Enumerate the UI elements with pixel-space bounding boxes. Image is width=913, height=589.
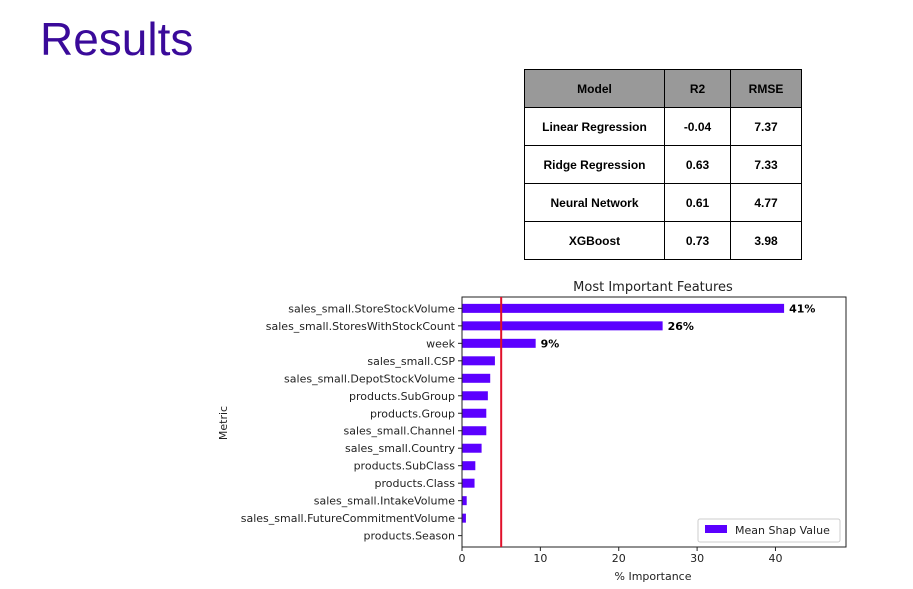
column-header-r2: R2: [664, 69, 731, 108]
y-tick-label: sales_small.StoreStockVolume: [288, 302, 455, 315]
bar: [462, 303, 785, 313]
bar: [462, 426, 487, 436]
table-row: Ridge Regression 0.63 7.33: [524, 145, 802, 184]
x-tick-label: 40: [768, 552, 782, 565]
legend: Mean Shap Value: [697, 518, 841, 543]
y-tick-label: week: [426, 337, 456, 350]
bar-data-label: 26%: [668, 320, 694, 333]
model-cell: XGBoost: [524, 221, 665, 260]
x-tick-label: 20: [612, 552, 626, 565]
bar-data-label: 41%: [789, 302, 815, 315]
model-cell: Linear Regression: [524, 107, 665, 146]
bar: [462, 356, 495, 366]
bars-group: 41% 26% 9%: [462, 302, 815, 541]
bar: [462, 496, 467, 506]
plot-frame: [461, 296, 847, 548]
column-header-model: Model: [524, 69, 665, 108]
bar: [462, 513, 466, 523]
y-tick-label: products.SubGroup: [349, 390, 455, 403]
y-tick-label: products.SubClass: [354, 460, 456, 473]
chart-title: Most Important Features: [573, 280, 733, 295]
table-row: Linear Regression -0.04 7.37: [524, 107, 802, 146]
y-axis-label: Metric: [217, 406, 230, 440]
y-tick-label: products.Group: [370, 407, 455, 420]
table-row: XGBoost 0.73 3.98: [524, 221, 802, 260]
r2-cell: 0.61: [664, 183, 731, 222]
legend-box: [697, 518, 841, 543]
bar: [462, 321, 663, 331]
x-ticks: 0 10 20 30 40: [459, 547, 782, 565]
y-tick-label: products.Class: [375, 477, 456, 490]
legend-swatch: [705, 525, 727, 533]
bar: [462, 338, 536, 348]
x-tick-label: 10: [533, 552, 547, 565]
rmse-cell: 7.37: [730, 107, 802, 146]
y-tick-label: sales_small.StoresWithStockCount: [266, 320, 456, 333]
rmse-cell: 4.77: [730, 183, 802, 222]
y-tick-label: sales_small.CSP: [367, 355, 455, 368]
table-header-row: Model R2 RMSE: [524, 69, 802, 108]
y-tick-label: sales_small.IntakeVolume: [314, 495, 455, 508]
y-tick-label: sales_small.FutureCommitmentVolume: [241, 512, 455, 525]
column-header-rmse: RMSE: [730, 69, 802, 108]
y-tick-label: sales_small.Channel: [344, 425, 455, 438]
bar: [462, 391, 488, 401]
y-tick-label: sales_small.DepotStockVolume: [284, 372, 455, 385]
x-tick-label: 0: [459, 552, 466, 565]
results-table: Model R2 RMSE Linear Regression -0.04 7.…: [524, 69, 802, 260]
model-cell: Neural Network: [524, 183, 665, 222]
x-tick-label: 30: [690, 552, 704, 565]
x-axis-label: % Importance: [615, 570, 692, 583]
bar: [462, 461, 476, 471]
y-tick-label: products.Season: [364, 530, 455, 543]
r2-cell: -0.04: [664, 107, 731, 146]
rmse-cell: 7.33: [730, 145, 802, 184]
bar: [462, 373, 491, 383]
bar: [462, 478, 475, 488]
slide-title: Results: [40, 13, 194, 65]
bar-data-label: 9%: [541, 337, 560, 350]
legend-label: Mean Shap Value: [735, 524, 830, 537]
bar: [462, 408, 487, 418]
bar: [462, 443, 482, 453]
r2-cell: 0.63: [664, 145, 731, 184]
table-row: Neural Network 0.61 4.77: [524, 183, 802, 222]
rmse-cell: 3.98: [730, 221, 802, 260]
model-cell: Ridge Regression: [524, 145, 665, 184]
y-tick-label: sales_small.Country: [345, 442, 456, 455]
y-tick-labels: sales_small.StoreStockVolume sales_small.…: [241, 302, 462, 543]
